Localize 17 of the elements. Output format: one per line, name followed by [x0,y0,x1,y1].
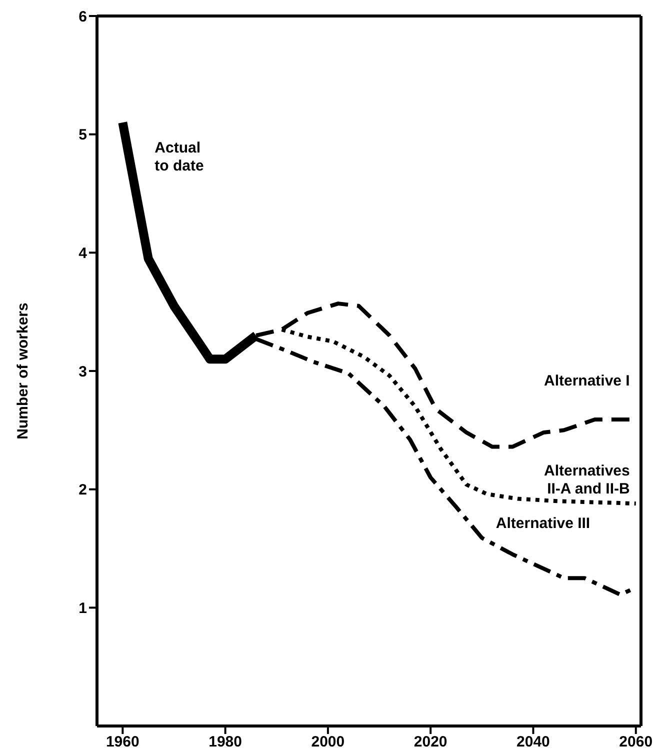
y-tick-label: 4 [78,244,88,262]
y-tick-label: 5 [78,126,87,144]
y-axis-title: Number of workers [14,302,32,440]
y-tick-label: 2 [78,482,87,499]
x-tick-label: 2060 [619,734,653,751]
series-label: Alternative I [544,372,630,390]
x-tick-label: 1960 [106,734,140,751]
x-tick-label: 2020 [414,734,448,751]
x-tick-label: 2040 [516,734,550,751]
series-label: Alternative III [496,514,590,532]
x-tick-label: 2000 [311,734,345,751]
y-tick-label: 3 [78,363,87,380]
series-label: Alternatives II-A and II-B [544,462,630,498]
y-tick-label: 6 [78,8,87,26]
y-tick-label: 1 [78,600,87,617]
series-label: Actual to date [154,140,204,174]
x-tick-label: 1980 [208,734,242,751]
